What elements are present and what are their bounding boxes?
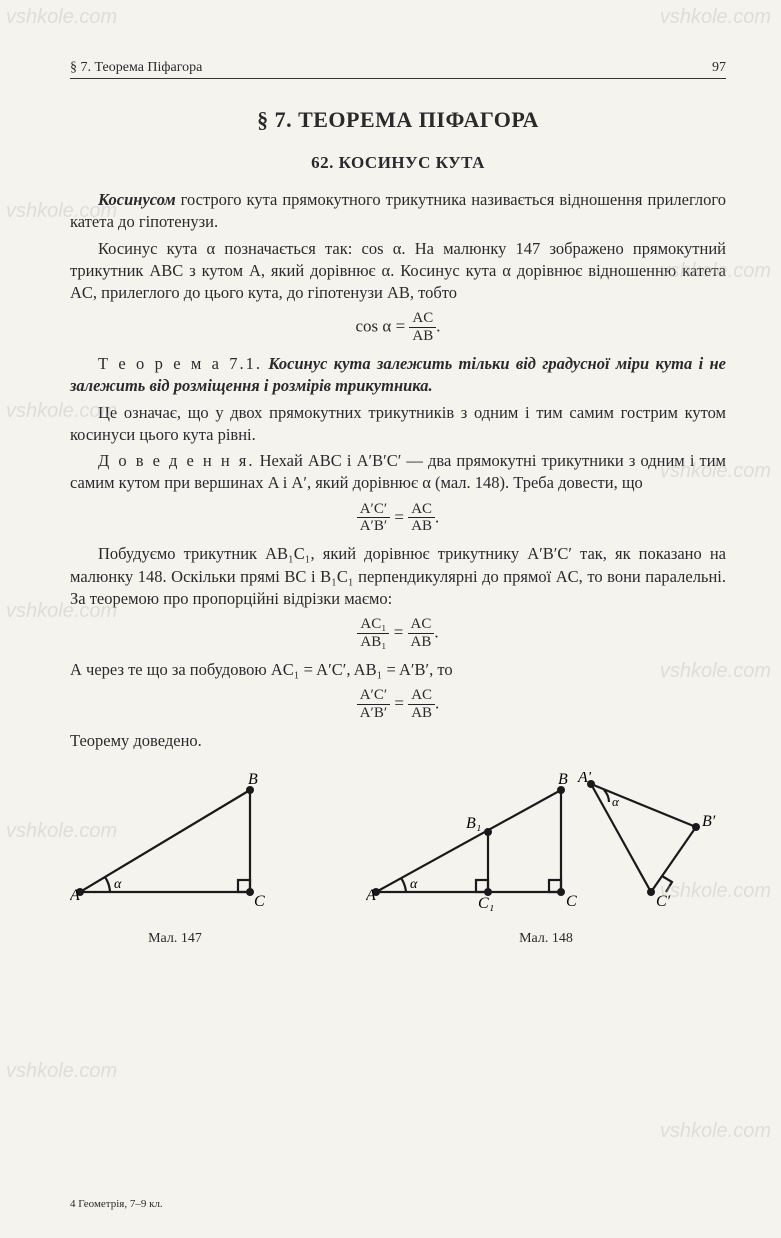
- numerator: AC: [408, 501, 435, 519]
- watermark: vshkole.com: [6, 1060, 117, 1083]
- paragraph: Косинус кута α позначається так: cos α. …: [70, 238, 726, 305]
- theorem-label: Т е о р е м а 7.1.: [98, 354, 262, 373]
- fraction: AC₁ AB₁: [357, 616, 389, 651]
- denominator: AB: [408, 705, 435, 722]
- fraction: AC AB: [408, 687, 435, 722]
- page-footer: 4 Геометрія, 7–9 кл.: [70, 1198, 163, 1210]
- equation-cos-def: cos α = AC AB .: [70, 310, 726, 345]
- figure-caption: Мал. 148: [366, 931, 726, 947]
- equation-ratio-2: AC₁ AB₁ = AC AB .: [70, 616, 726, 651]
- proof-label: Д о в е д е н н я.: [98, 451, 254, 470]
- numerator: AC: [408, 687, 435, 705]
- equals: =: [389, 623, 407, 642]
- triangle-diagram-148: A B C B₁ C₁ α A′ B′ C′ α: [366, 772, 726, 922]
- svg-text:α: α: [410, 877, 418, 892]
- paragraph: Побудуємо трикутник AB₁C₁, який дорівнює…: [70, 543, 726, 610]
- svg-text:C₁: C₁: [478, 895, 494, 912]
- watermark: vshkole.com: [660, 6, 771, 29]
- figure-148: A B C B₁ C₁ α A′ B′ C′ α Мал. 148: [366, 772, 726, 947]
- equals: =: [390, 507, 408, 526]
- equation-ratio-3: A′C′ A′B′ = AC AB .: [70, 687, 726, 722]
- period: .: [436, 317, 440, 336]
- period: .: [435, 507, 439, 526]
- period: .: [435, 694, 439, 713]
- svg-text:B: B: [558, 772, 568, 788]
- denominator: AB: [408, 634, 435, 651]
- vertex-b: B: [248, 772, 258, 788]
- paragraph: А через те що за побудовою AC₁ = A′C′, A…: [70, 659, 726, 681]
- denominator: AB₁: [357, 634, 389, 651]
- chapter-title: § 7. ТЕОРЕМА ПІФАГОРА: [70, 107, 726, 133]
- denominator: AB: [408, 518, 435, 535]
- page-number: 97: [712, 60, 726, 76]
- vertex-a: A: [70, 887, 80, 904]
- vertex-c: C: [254, 893, 265, 910]
- numerator: A′C′: [357, 501, 390, 519]
- fraction: AC AB: [408, 616, 435, 651]
- paragraph-definition: Косинусом гострого кута прямокутного три…: [70, 189, 726, 234]
- svg-text:C′: C′: [656, 893, 671, 910]
- fraction: A′C′ A′B′: [357, 687, 390, 722]
- figures-row: A B C α Мал. 147 A B C B₁ C₁ α: [70, 772, 726, 947]
- svg-text:C: C: [566, 893, 577, 910]
- header-section: § 7. Теорема Піфагора: [70, 60, 202, 76]
- proof: Д о в е д е н н я. Нехай ABC і A′B′C′ — …: [70, 450, 726, 495]
- proof-end: Теорему доведено.: [70, 730, 726, 752]
- numerator: AC: [409, 310, 436, 328]
- period: .: [434, 623, 438, 642]
- figure-147: A B C α Мал. 147: [70, 772, 280, 947]
- numerator: A′C′: [357, 687, 390, 705]
- eq-lhs: cos α =: [356, 317, 406, 336]
- watermark: vshkole.com: [660, 1120, 771, 1143]
- page-header: § 7. Теорема Піфагора 97: [70, 60, 726, 79]
- svg-text:A′: A′: [577, 772, 592, 786]
- angle-alpha: α: [114, 877, 122, 892]
- section-title: 62. КОСИНУС КУТА: [70, 153, 726, 173]
- denominator: AB: [409, 328, 436, 345]
- theorem: Т е о р е м а 7.1. Косинус кута залежить…: [70, 353, 726, 398]
- denominator: A′B′: [357, 705, 390, 722]
- equals: =: [390, 694, 408, 713]
- fraction: A′C′ A′B′: [357, 501, 390, 536]
- equation-ratio-1: A′C′ A′B′ = AC AB .: [70, 501, 726, 536]
- triangle-diagram-147: A B C α: [70, 772, 280, 922]
- figure-caption: Мал. 147: [70, 931, 280, 947]
- svg-text:B₁: B₁: [466, 815, 481, 832]
- fraction: AC AB: [408, 501, 435, 536]
- numerator: AC₁: [357, 616, 389, 634]
- svg-text:α: α: [612, 794, 620, 809]
- fraction: AC AB: [409, 310, 436, 345]
- paragraph: Це означає, що у двох прямокутних трикут…: [70, 402, 726, 447]
- numerator: AC: [408, 616, 435, 634]
- term-cosine: Косинусом: [98, 190, 176, 209]
- denominator: A′B′: [357, 518, 390, 535]
- svg-text:A: A: [366, 887, 376, 904]
- watermark: vshkole.com: [6, 6, 117, 29]
- svg-text:B′: B′: [702, 813, 716, 830]
